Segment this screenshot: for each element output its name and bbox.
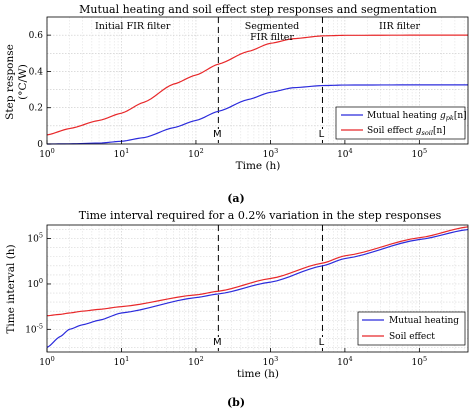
x-tick-label: 103	[263, 147, 279, 160]
region-label-segmented: Segmented	[245, 21, 299, 32]
caption-a: (a)	[227, 192, 245, 205]
y-tick-label: 0.4	[29, 67, 44, 77]
y-tick-label: 0	[37, 140, 43, 150]
marker-label-bg	[212, 337, 223, 348]
marker-label-m: M	[213, 337, 222, 348]
caption-b: (b)	[227, 396, 245, 409]
series-a-mutual-heating-line	[46, 84, 468, 145]
chart-a-legend-box	[335, 106, 466, 140]
marker-label-l: L	[319, 337, 325, 348]
x-tick-label: 101	[114, 355, 130, 368]
x-tick-label: 103	[263, 355, 279, 368]
chart-a-series	[46, 34, 468, 145]
legend-a-soil-effect: Soil effect gsoil[n]	[367, 126, 446, 137]
y-tick-label: 100	[27, 277, 43, 290]
series-b-mutual-heating-line	[46, 228, 469, 348]
x-tick-label: 104	[337, 355, 353, 368]
legend-a-mutual-heating: Mutual heating gpk[n]	[367, 111, 467, 122]
marker-label-l: L	[319, 129, 325, 140]
chart-b-legend-box	[357, 311, 466, 346]
panel-a: Mutual heating and soil effect step resp…	[4, 3, 469, 205]
x-tick-label: 105	[412, 147, 428, 160]
region-label-iir: IIR filter	[379, 21, 420, 32]
chart-a-title: Mutual heating and soil effect step resp…	[79, 3, 437, 16]
y-tick-label: 10-5	[25, 322, 43, 335]
chart-a-ylabel-line1: Step response	[4, 44, 16, 120]
x-tick-label: 100	[39, 355, 55, 368]
x-tick-label: 102	[188, 355, 204, 368]
chart-b-frame	[46, 224, 469, 353]
x-tick-label: 100	[39, 147, 55, 160]
chart-a-legend: Mutual heating gpk[n] Soil effect gsoil[…	[335, 106, 467, 140]
marker-label-m: M	[213, 129, 222, 140]
region-label-fir-filter: FIR filter	[250, 32, 294, 43]
chart-a-frame	[46, 16, 469, 145]
y-tick-label: 0.6	[29, 31, 44, 41]
x-tick-label: 104	[337, 147, 353, 160]
region-label-initial-fir: Initial FIR filter	[95, 21, 171, 32]
legend-b-soil-effect: Soil effect	[389, 332, 435, 342]
series-b-soil-effect-line	[46, 226, 469, 317]
x-tick-label: 105	[412, 355, 428, 368]
chart-b-ylabel: Time interval (h)	[5, 244, 17, 333]
x-tick-label: 101	[114, 147, 130, 160]
chart-b-xlabel: time (h)	[237, 368, 279, 380]
chart-b-title: Time interval required for a 0.2% variat…	[79, 209, 442, 222]
chart-b-ticks: 100 101 102 103 104 105 10-5 100 105	[25, 232, 427, 368]
marker-label-bg	[212, 129, 223, 140]
marker-label-bg	[317, 129, 326, 140]
y-tick-label: 0.2	[29, 104, 43, 114]
legend-b-mutual-heating: Mutual heating	[389, 316, 459, 326]
chart-a-ylabel-line2: (°C/W)	[17, 64, 29, 100]
marker-label-bg	[317, 337, 326, 348]
chart-a-ticks: 100 101 102 103 104 105 0 0.2 0.4 0.6	[29, 31, 427, 160]
chart-a-xlabel: Time (h)	[236, 160, 281, 172]
x-tick-label: 102	[188, 147, 204, 160]
y-tick-label: 105	[27, 232, 43, 245]
panel-b: Time interval required for a 0.2% variat…	[5, 209, 469, 409]
chart-b-legend: Mutual heating Soil effect	[357, 311, 466, 346]
chart-b-series	[46, 226, 469, 348]
series-a-soil-effect-line	[46, 34, 468, 136]
